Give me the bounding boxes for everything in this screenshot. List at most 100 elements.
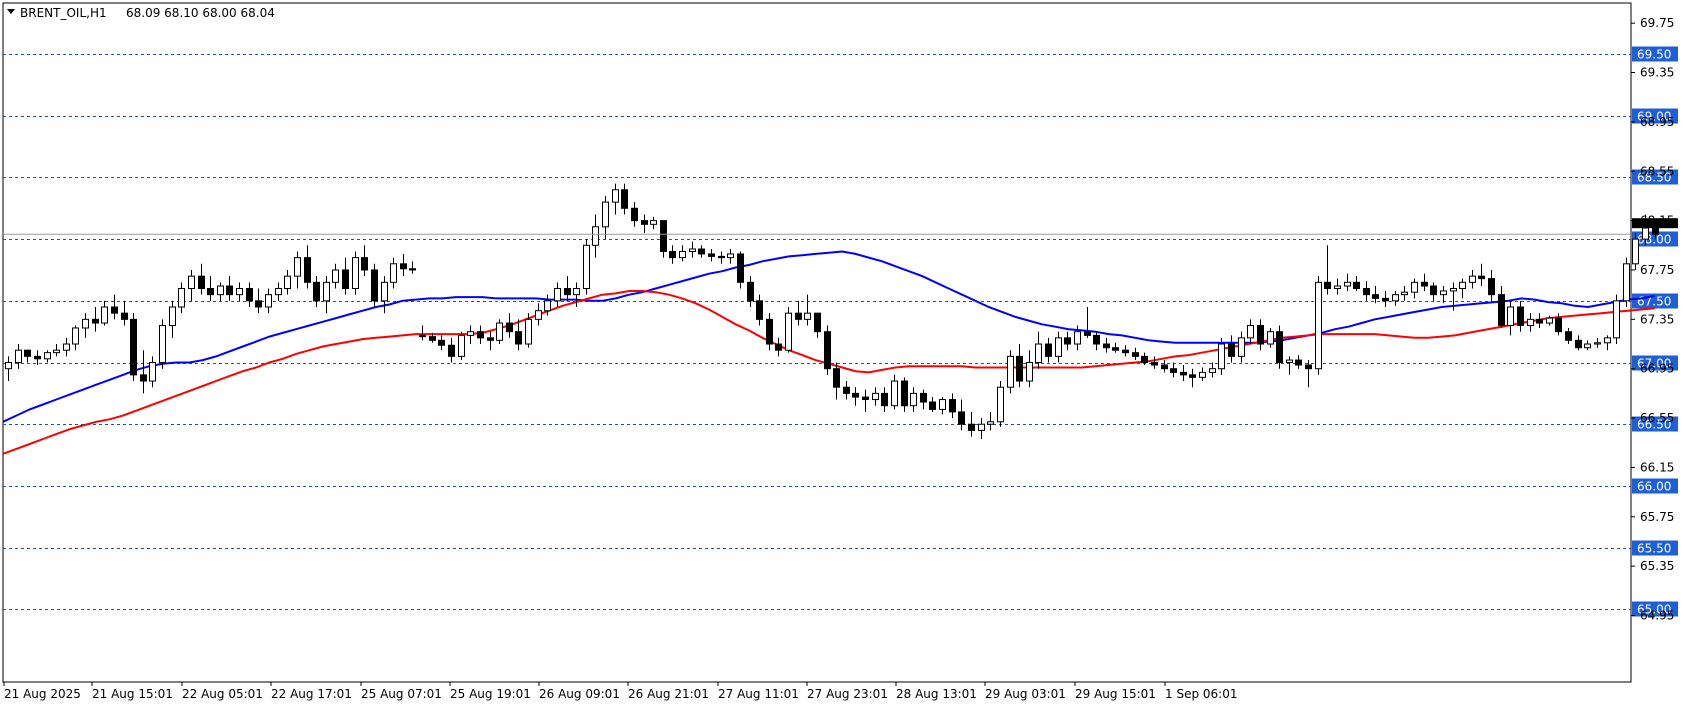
candle-bull xyxy=(1527,318,1534,327)
candle-bear xyxy=(718,255,725,259)
candle-bear xyxy=(226,285,233,296)
y-tick-label: 66.15 xyxy=(1640,460,1674,474)
candle-bull xyxy=(467,331,474,336)
candle-bear xyxy=(255,300,262,308)
level-label: 66.00 xyxy=(1637,480,1671,494)
candle-bear xyxy=(1161,364,1168,370)
candle-bear xyxy=(631,207,638,222)
candle-bear xyxy=(130,318,137,376)
candle-bull xyxy=(1238,337,1245,357)
candle-bull xyxy=(1055,337,1062,357)
candle-bull xyxy=(381,281,388,302)
candle-bear xyxy=(1112,347,1119,351)
candle-bull xyxy=(1632,238,1639,265)
candle-bear xyxy=(949,399,956,413)
candle-bear xyxy=(852,392,859,398)
candle-bear xyxy=(929,401,936,410)
candle-bull xyxy=(178,287,185,308)
candle-bear xyxy=(1498,294,1505,327)
candle-bear xyxy=(641,220,648,225)
candle-bull xyxy=(1209,368,1216,373)
candle-bear xyxy=(698,248,705,255)
candle-bull xyxy=(188,275,195,289)
candle-bull xyxy=(101,306,108,324)
candle-bear xyxy=(342,269,349,289)
candle-bear xyxy=(1488,278,1495,296)
x-tick-label: 21 Aug 2025 xyxy=(4,687,81,701)
candle-bear xyxy=(1305,364,1312,370)
candle-bear xyxy=(448,344,455,357)
candle-bear xyxy=(487,337,494,341)
candle-bull xyxy=(727,253,734,259)
candle-bull xyxy=(1459,281,1466,289)
candle-bear xyxy=(1478,275,1485,280)
x-tick-label: 26 Aug 21:01 xyxy=(628,687,709,701)
candle-bull xyxy=(592,226,599,246)
dropdown-triangle-icon[interactable] xyxy=(7,9,15,14)
candle-bear xyxy=(775,343,782,351)
x-tick-label: 27 Aug 11:01 xyxy=(718,687,799,701)
candle-bull xyxy=(217,285,224,296)
candle-bull xyxy=(1440,290,1447,296)
candle-bull xyxy=(573,287,580,296)
candle-bear xyxy=(747,281,754,302)
candle-bull xyxy=(1074,331,1081,345)
candle-bear xyxy=(1170,368,1177,373)
candle-bull xyxy=(544,300,551,312)
candle-bull xyxy=(1035,343,1042,364)
candle-bull xyxy=(1584,343,1591,349)
candle-bull xyxy=(5,362,12,370)
y-tick-label: 68.55 xyxy=(1640,164,1674,178)
candle-bear xyxy=(1536,318,1543,324)
candle-bull xyxy=(602,201,609,228)
candle-bear xyxy=(409,268,416,271)
candle-bear xyxy=(1324,281,1331,289)
candle-bear xyxy=(1228,343,1235,357)
candle-bull xyxy=(294,257,301,277)
candle-bull xyxy=(1546,317,1553,324)
candle-bull xyxy=(72,327,79,345)
candle-bear xyxy=(198,275,205,289)
candle-bull xyxy=(390,263,397,283)
candle-bear xyxy=(121,312,128,320)
candle-bear xyxy=(1132,352,1139,357)
plot-background xyxy=(2,2,1632,683)
y-tick-label: 66.95 xyxy=(1640,362,1674,376)
candle-bear xyxy=(920,392,927,403)
candle-bull xyxy=(1469,275,1476,283)
candle-bull xyxy=(978,423,985,431)
candle-bull xyxy=(804,312,811,320)
candle-bear xyxy=(92,318,99,324)
x-tick-label: 26 Aug 09:01 xyxy=(539,687,620,701)
candle-bull xyxy=(650,220,657,225)
candle-bear xyxy=(795,312,802,320)
candle-bear xyxy=(1565,331,1572,341)
candle-bear xyxy=(1372,294,1379,299)
candle-bull xyxy=(554,287,561,302)
candle-bear xyxy=(419,334,426,338)
level-label-bg xyxy=(1632,416,1678,432)
candle-bull xyxy=(159,325,166,364)
candle-bull xyxy=(1286,359,1293,364)
candle-bear xyxy=(1045,343,1052,357)
level-label: 65.50 xyxy=(1637,542,1671,556)
candle-bear xyxy=(140,374,147,382)
candle-bull xyxy=(939,399,946,410)
candle-bull xyxy=(63,343,70,351)
candle-bear xyxy=(1517,306,1524,327)
candle-bull xyxy=(1392,294,1399,302)
candle-bear xyxy=(400,263,407,270)
level-label: 67.00 xyxy=(1637,357,1671,371)
candle-bear xyxy=(1122,349,1129,354)
candle-bull xyxy=(1411,281,1418,293)
candle-bull xyxy=(891,380,898,407)
candle-bear xyxy=(843,386,850,394)
candle-bear xyxy=(111,306,118,314)
candle-bear xyxy=(958,411,965,425)
x-axis: 21 Aug 2025 21 Aug 15:01 22 Aug 05:01 22 Au… xyxy=(3,682,1237,701)
candle-bear xyxy=(1093,334,1100,345)
candle-bull xyxy=(910,392,917,407)
candle-bull xyxy=(265,294,272,308)
candle-bear xyxy=(1363,287,1370,296)
